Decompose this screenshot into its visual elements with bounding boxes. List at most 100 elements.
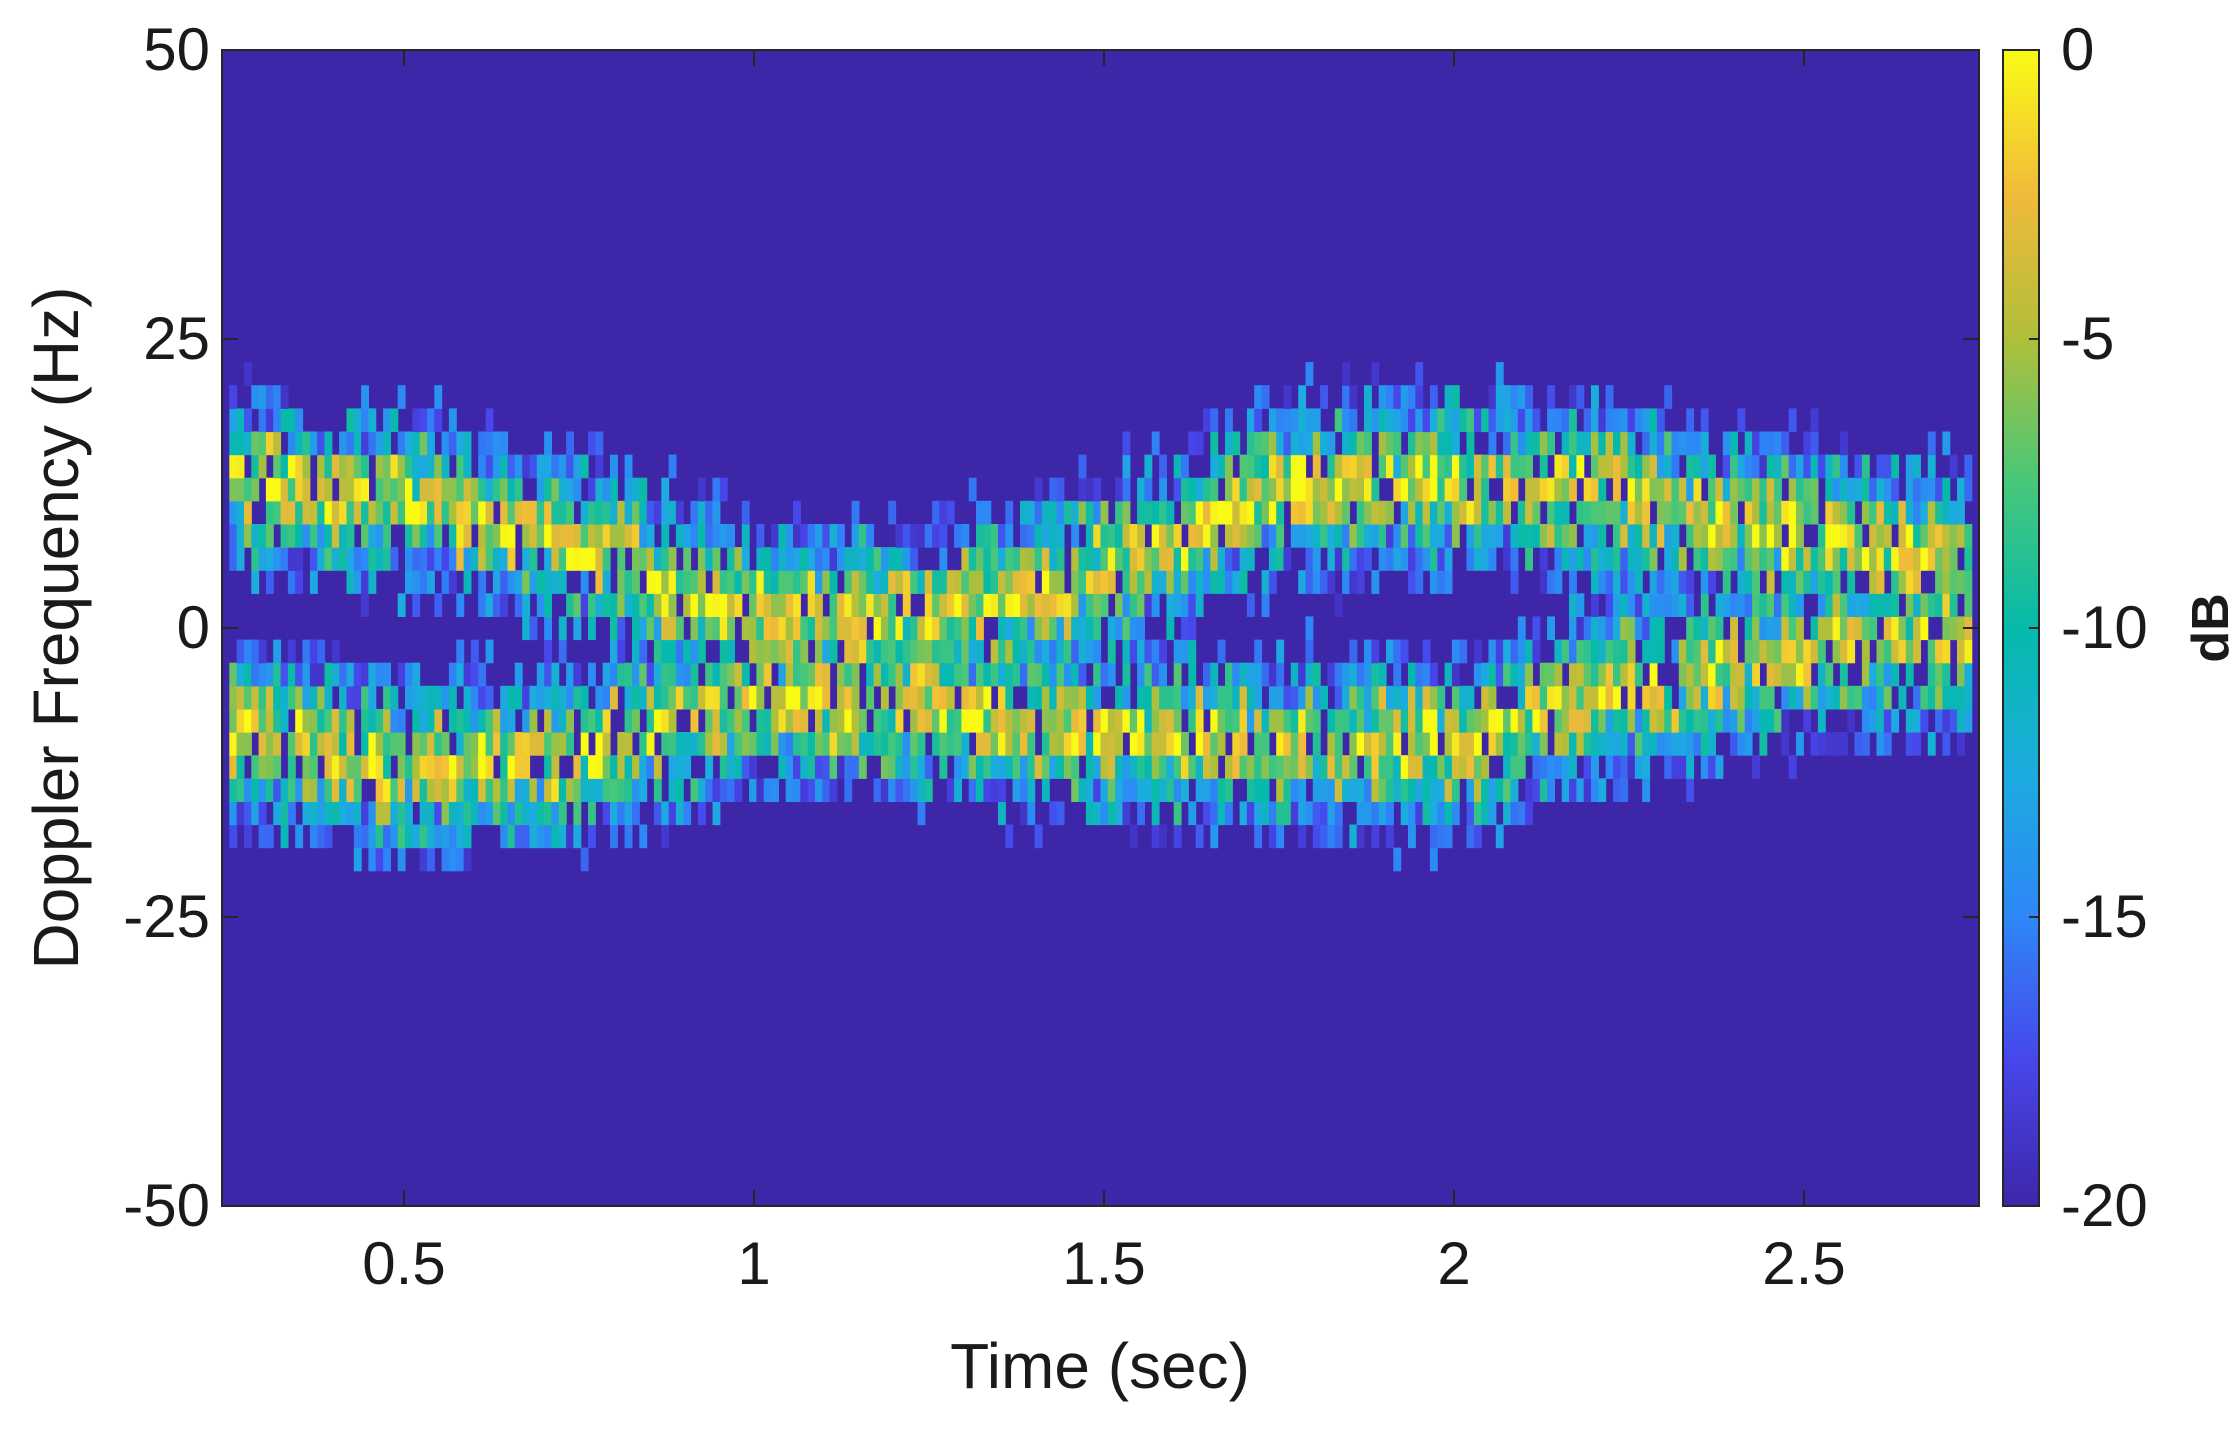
heatmap-cell xyxy=(1305,524,1314,548)
heatmap-cell xyxy=(1473,755,1482,779)
heatmap-cell xyxy=(1752,593,1760,617)
heatmap-cell xyxy=(1678,662,1687,687)
heatmap-cell xyxy=(1722,685,1731,710)
heatmap-cell xyxy=(1693,708,1702,733)
heatmap-cell xyxy=(353,847,362,872)
heatmap-cell xyxy=(1408,547,1416,571)
heatmap-cell xyxy=(346,570,355,594)
heatmap-cell xyxy=(251,801,260,826)
heatmap-cell xyxy=(902,524,911,548)
heatmap-cell xyxy=(1730,477,1738,502)
heatmap-cell xyxy=(1730,431,1738,456)
heatmap-cell xyxy=(1217,708,1226,733)
heatmap-cell xyxy=(273,685,282,710)
heatmap-cell xyxy=(251,570,260,594)
heatmap-cell xyxy=(1591,732,1599,756)
heatmap-cell xyxy=(1744,593,1753,617)
heatmap-cell xyxy=(1137,477,1145,502)
heatmap-cell xyxy=(1744,662,1753,687)
heatmap-cell xyxy=(1246,662,1255,687)
heatmap-cell xyxy=(1078,477,1087,502)
heatmap-cell xyxy=(1217,685,1226,710)
colorbar-tick-label: -5 xyxy=(2061,305,2114,372)
heatmap-cell xyxy=(251,524,260,548)
heatmap-cell xyxy=(1298,662,1307,687)
heatmap-cell xyxy=(632,778,640,802)
heatmap-cell xyxy=(734,570,743,594)
heatmap-cell xyxy=(1144,755,1153,779)
heatmap-cell xyxy=(1752,662,1760,687)
heatmap-cell xyxy=(1254,801,1263,826)
heatmap-cell xyxy=(646,547,655,571)
heatmap-cell xyxy=(1137,570,1145,594)
heatmap-cell xyxy=(1832,524,1841,548)
heatmap-cell xyxy=(646,662,655,687)
heatmap-cell xyxy=(1634,708,1643,733)
heatmap-cell xyxy=(346,708,355,733)
heatmap-cell xyxy=(1312,547,1321,571)
heatmap-cell xyxy=(1620,431,1629,456)
heatmap-cell xyxy=(1129,570,1138,594)
heatmap-cell xyxy=(324,524,333,548)
heatmap-cell xyxy=(1034,500,1043,525)
heatmap-cell xyxy=(1517,639,1526,664)
heatmap-cell xyxy=(412,685,421,710)
heatmap-cell xyxy=(558,616,567,641)
heatmap-cell xyxy=(331,639,340,664)
heatmap-cell xyxy=(844,639,853,664)
heatmap-cell xyxy=(1195,570,1204,594)
heatmap-cell xyxy=(544,732,552,756)
heatmap-cell xyxy=(287,732,296,756)
heatmap-cell xyxy=(1649,477,1658,502)
heatmap-cell xyxy=(529,570,538,594)
heatmap-cell xyxy=(302,708,311,733)
x-tick-label: 2 xyxy=(1437,1230,1470,1297)
heatmap-cell xyxy=(324,431,333,456)
heatmap-cell xyxy=(1444,570,1453,594)
heatmap-cell xyxy=(331,801,340,826)
heatmap-cell xyxy=(1708,570,1716,594)
heatmap-cell xyxy=(353,431,362,456)
heatmap-cell xyxy=(1759,477,1768,502)
heatmap-cell xyxy=(1320,685,1328,710)
heatmap-cell xyxy=(229,454,238,479)
heatmap-cell xyxy=(624,500,633,525)
heatmap-cell xyxy=(1656,639,1665,664)
heatmap-cell xyxy=(602,593,611,617)
heatmap-cell xyxy=(1583,477,1592,502)
heatmap-cell xyxy=(1034,662,1043,687)
heatmap-cell xyxy=(251,639,260,664)
heatmap-cell xyxy=(1246,778,1255,802)
heatmap-cell xyxy=(719,570,728,594)
heatmap-cell xyxy=(719,778,728,802)
heatmap-cell xyxy=(1451,685,1460,710)
heatmap-cell xyxy=(1268,547,1277,571)
heatmap-cell xyxy=(639,477,648,502)
heatmap-cell xyxy=(1839,732,1848,756)
heatmap-cell xyxy=(1151,732,1160,756)
heatmap-cell xyxy=(1744,500,1753,525)
heatmap-cell xyxy=(419,708,428,733)
heatmap-cell xyxy=(500,593,509,617)
heatmap-cell xyxy=(295,685,304,710)
heatmap-cell xyxy=(1349,431,1358,456)
heatmap-cell xyxy=(1774,593,1782,617)
heatmap-cell xyxy=(1122,616,1131,641)
heatmap-cell xyxy=(1100,500,1109,525)
heatmap-cell xyxy=(1861,547,1870,571)
heatmap-cell xyxy=(705,778,714,802)
heatmap-cell xyxy=(1700,570,1709,594)
heatmap-cell xyxy=(427,454,435,479)
heatmap-cell xyxy=(1217,500,1226,525)
heatmap-cell xyxy=(244,685,252,710)
heatmap-cell xyxy=(309,801,318,826)
heatmap-cell xyxy=(1569,662,1577,687)
heatmap-cell xyxy=(1605,616,1614,641)
heatmap-cell xyxy=(1078,708,1087,733)
heatmap-cell xyxy=(1320,500,1328,525)
heatmap-cell xyxy=(1730,593,1738,617)
heatmap-cell xyxy=(1437,477,1446,502)
heatmap-cell xyxy=(1429,732,1438,756)
heatmap-cell xyxy=(617,593,626,617)
heatmap-cell xyxy=(1115,547,1123,571)
